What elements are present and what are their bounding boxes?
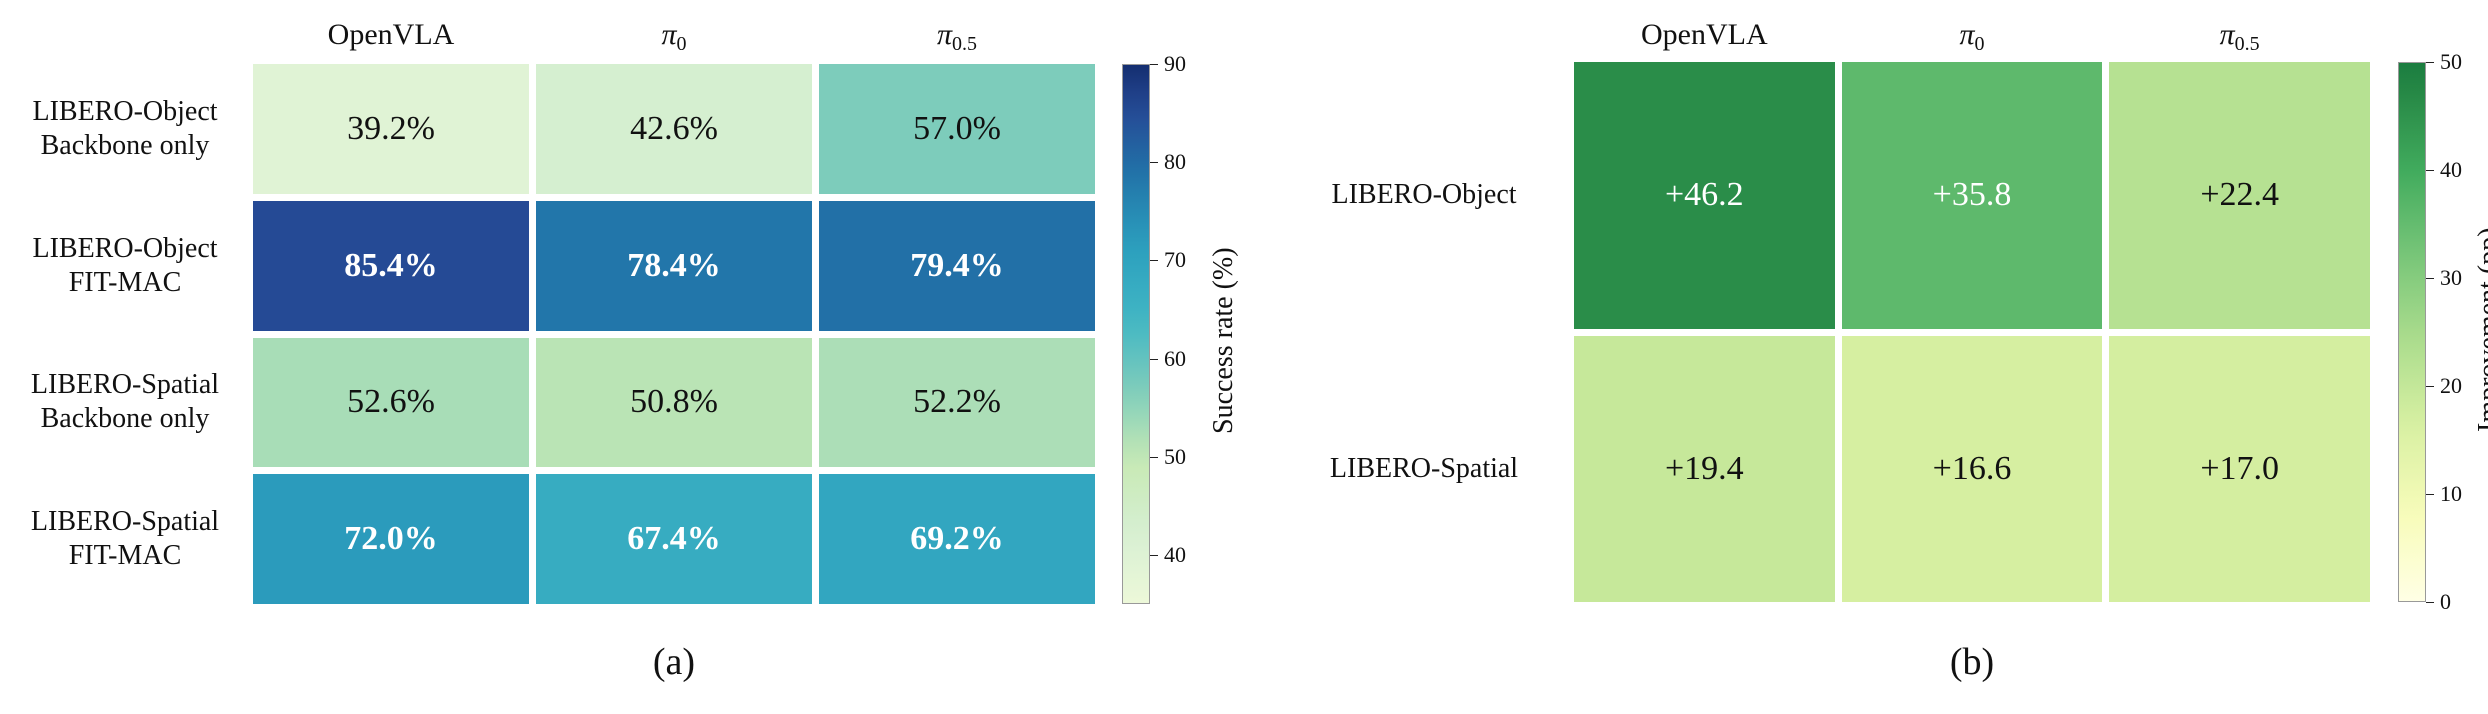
cell-value-label: 69.2% — [910, 520, 1004, 558]
column-header-2: π0.5 — [819, 18, 1095, 56]
row-label-1: LIBERO-Object FIT-MAC — [32, 232, 218, 298]
column-header-1-symbol: π — [1959, 18, 1975, 51]
heatmap-cell: +35.8 — [1841, 62, 2103, 329]
heatmap-cell: 52.2% — [819, 337, 1095, 468]
colorbar-tick-label: 20 — [2440, 373, 2462, 398]
colorbar-tickmark — [1150, 456, 1158, 458]
column-header-1-subscript: 0 — [676, 33, 687, 55]
colorbar-tick-label: 30 — [2440, 265, 2462, 290]
column-header-2-symbol: π — [2219, 18, 2235, 51]
heatmap-cell: 85.4% — [253, 200, 529, 331]
column-header-1-symbol: π — [661, 18, 677, 51]
column-header-0: OpenVLA — [1641, 18, 1768, 51]
heatmap-cell: +16.6 — [1841, 335, 2103, 602]
heatmap-cell: 79.4% — [819, 200, 1095, 331]
heatmap-cell: 78.4% — [536, 200, 812, 331]
colorbar-tick-label: 50 — [2440, 49, 2462, 74]
heatmap-cell: 57.0% — [819, 64, 1095, 194]
heatmap-cell: 39.2% — [253, 64, 529, 194]
cell-value-label: 79.4% — [910, 246, 1004, 284]
column-header-2: π0.5 — [2109, 18, 2370, 56]
heatmap-cell: +46.2 — [1574, 62, 1835, 329]
heatmap-cell: 42.6% — [536, 64, 812, 194]
cell-value-label: 50.8% — [630, 383, 718, 421]
colorbar-label: Success rate (%) — [1208, 247, 1239, 434]
colorbar-tickmark — [1150, 260, 1158, 262]
colorbar-tickmark — [1150, 554, 1158, 556]
colorbar-tickmark — [2426, 278, 2434, 279]
colorbar-tickmark — [1150, 64, 1158, 65]
colorbar — [2398, 62, 2426, 602]
colorbar-label: Improvement (pp) — [2473, 227, 2488, 433]
colorbar-tickmark — [1150, 358, 1158, 360]
cell-value-label: +16.6 — [1932, 449, 2012, 487]
column-header-0: OpenVLA — [327, 18, 455, 51]
heatmap-cell: +19.4 — [1574, 335, 1835, 602]
colorbar-tick-label: 10 — [2440, 481, 2462, 506]
cell-value-label: 78.4% — [627, 246, 721, 284]
colorbar-tickmark — [1150, 162, 1158, 164]
colorbar-tick-label: 80 — [1164, 149, 1186, 175]
column-header-1-subscript: 0 — [1974, 33, 1985, 55]
cell-value-label: +22.4 — [2200, 176, 2279, 214]
column-header-2-symbol: π — [936, 18, 953, 51]
heatmap-cell: 67.4% — [536, 474, 812, 604]
cell-value-label: +19.4 — [1664, 449, 1744, 487]
cell-value-label: 67.4% — [627, 520, 721, 558]
cell-value-label: 85.4% — [344, 246, 438, 284]
row-label-3: LIBERO-Spatial FIT-MAC — [30, 506, 220, 572]
cell-value-label: 52.2% — [913, 383, 1001, 421]
panel-caption: (b) — [1949, 641, 1995, 683]
heatmap-cell: 50.8% — [536, 337, 812, 468]
colorbar-tickmark — [2426, 386, 2434, 387]
cell-value-label: 42.6% — [630, 109, 718, 147]
row-label-0: LIBERO-Object Backbone only — [32, 95, 218, 161]
heatmap-panel-a: OpenVLA π0 π0.5 LIBERO-Object Backbone only… — [30, 18, 1239, 683]
colorbar-tickmark — [2426, 62, 2434, 63]
colorbar — [1122, 64, 1150, 604]
colorbar-tick-label: 40 — [2440, 157, 2462, 182]
colorbar-tick-label: 40 — [1164, 541, 1186, 567]
colorbar-tickmark — [2426, 170, 2434, 171]
row-label-2: LIBERO-Spatial Backbone only — [30, 369, 220, 435]
cell-value-label: 52.6% — [347, 383, 435, 421]
cell-value-label: +17.0 — [2200, 449, 2279, 487]
column-header-2-subscript: 0.5 — [2234, 33, 2260, 55]
cell-value-label: +35.8 — [1932, 176, 2012, 214]
colorbar-tickmark — [2426, 602, 2434, 603]
heatmap-cell: +22.4 — [2109, 62, 2370, 329]
heatmap-cell: +17.0 — [2109, 335, 2370, 602]
panel-caption: (a) — [652, 641, 696, 683]
cell-value-label: 72.0% — [344, 520, 438, 558]
heatmap-cell: 72.0% — [253, 474, 529, 604]
column-header-1: π0 — [1842, 18, 2103, 56]
cell-value-label: 57.0% — [913, 109, 1001, 147]
colorbar-tick-label: 60 — [1164, 345, 1186, 371]
colorbar-tick-label: 70 — [1164, 247, 1186, 273]
colorbar-tick-label: 0 — [2440, 589, 2451, 614]
row-label-1: LIBERO-Spatial — [1329, 452, 1519, 484]
column-header-2-subscript: 0.5 — [952, 33, 978, 55]
row-label-0: LIBERO-Object — [1331, 179, 1517, 211]
cell-value-label: 39.2% — [347, 109, 435, 147]
heatmap-cell: 52.6% — [253, 337, 529, 468]
colorbar-tick-label: 90 — [1164, 51, 1186, 76]
cell-value-label: +46.2 — [1664, 176, 1744, 214]
column-header-1: π0 — [536, 18, 812, 56]
heatmap-panel-b: OpenVLA π0 π0.5 LIBERO-Object +46.2 +35.8 +22.… — [1244, 0, 2488, 714]
colorbar-tick-label: 50 — [1164, 443, 1186, 469]
heatmap-cell: 69.2% — [819, 474, 1095, 604]
colorbar-tickmark — [2426, 494, 2434, 495]
